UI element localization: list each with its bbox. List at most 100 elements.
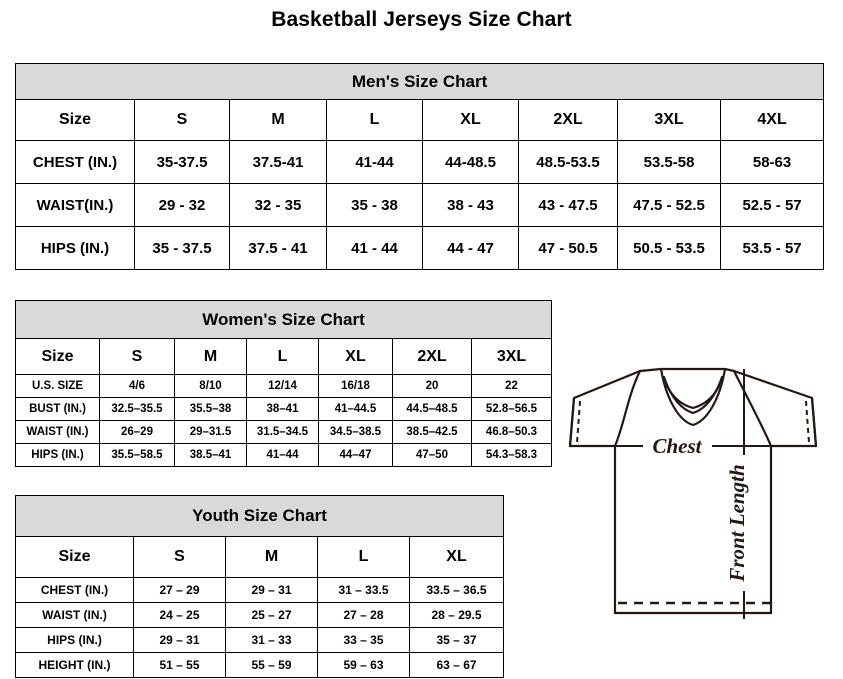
womens-waist-m: 29–31.5 bbox=[174, 420, 247, 444]
youth-row-label-waist: WAIST (IN.) bbox=[15, 602, 134, 628]
youth-waist-xl: 28 – 29.5 bbox=[408, 602, 505, 628]
womens-bust-l: 38–41 bbox=[246, 397, 319, 421]
table-row: WAIST(IN.) 29 - 32 32 - 35 35 - 38 38 - … bbox=[15, 183, 825, 227]
womens-row-label-us-size: U.S. SIZE bbox=[15, 374, 100, 398]
youth-waist-l: 27 – 28 bbox=[317, 602, 410, 628]
womens-us-size-2xl: 20 bbox=[392, 374, 472, 398]
table-row: CHEST (IN.) 35-37.5 37.5-41 41-44 44-48.… bbox=[15, 140, 825, 184]
mens-col-header-xl: XL bbox=[422, 99, 519, 141]
mens-row-label-chest: CHEST (IN.) bbox=[15, 140, 135, 184]
youth-waist-s: 24 – 25 bbox=[133, 602, 226, 628]
mens-col-header-3xl: 3XL bbox=[617, 99, 721, 141]
womens-col-header-s: S bbox=[99, 338, 175, 375]
mens-row-label-waist: WAIST(IN.) bbox=[15, 183, 135, 227]
youth-col-header-xl: XL bbox=[408, 536, 505, 578]
youth-hips-m: 31 – 33 bbox=[225, 627, 318, 653]
mens-chest-s: 35-37.5 bbox=[134, 140, 230, 184]
youth-height-xl: 63 – 67 bbox=[408, 652, 505, 678]
womens-hips-2xl: 47–50 bbox=[392, 443, 472, 467]
womens-row-label-bust: BUST (IN.) bbox=[15, 397, 100, 421]
table-row: BUST (IN.) 32.5–35.5 35.5–38 38–41 41–44… bbox=[15, 397, 553, 421]
womens-us-size-xl: 16/18 bbox=[318, 374, 393, 398]
mens-waist-2xl: 43 - 47.5 bbox=[518, 183, 618, 227]
womens-us-size-l: 12/14 bbox=[246, 374, 319, 398]
womens-us-size-m: 8/10 bbox=[174, 374, 247, 398]
mens-hips-s: 35 - 37.5 bbox=[134, 226, 230, 270]
mens-col-header-4xl: 4XL bbox=[719, 99, 825, 141]
mens-chest-3xl: 53.5-58 bbox=[617, 140, 721, 184]
front-length-label: Front Length bbox=[725, 464, 749, 582]
mens-hips-l: 41 - 44 bbox=[326, 226, 423, 270]
mens-col-header-s: S bbox=[134, 99, 230, 141]
chest-label: Chest bbox=[652, 434, 702, 458]
youth-col-header-size: Size bbox=[15, 536, 134, 578]
table-row: HEIGHT (IN.) 51 – 55 55 – 59 59 – 63 63 … bbox=[15, 652, 505, 678]
womens-row-label-hips: HIPS (IN.) bbox=[15, 443, 100, 467]
youth-hips-xl: 35 – 37 bbox=[408, 627, 505, 653]
womens-bust-xl: 41–44.5 bbox=[318, 397, 393, 421]
mens-row-label-hips: HIPS (IN.) bbox=[15, 226, 135, 270]
table-row: HIPS (IN.) 29 – 31 31 – 33 33 – 35 35 – … bbox=[15, 627, 505, 653]
mens-waist-l: 35 - 38 bbox=[326, 183, 423, 227]
womens-bust-2xl: 44.5–48.5 bbox=[392, 397, 472, 421]
sleeve-hem-dashed-lines bbox=[576, 400, 810, 444]
mens-waist-m: 32 - 35 bbox=[229, 183, 327, 227]
youth-chest-m: 29 – 31 bbox=[225, 577, 318, 603]
mens-chest-4xl: 58-63 bbox=[719, 140, 825, 184]
mens-waist-xl: 38 - 43 bbox=[422, 183, 519, 227]
youth-hips-l: 33 – 35 bbox=[317, 627, 410, 653]
womens-us-size-s: 4/6 bbox=[99, 374, 175, 398]
mens-size-chart-table: Men's Size Chart Size S M L XL 2XL 3XL 4… bbox=[14, 63, 825, 270]
womens-hips-xl: 44–47 bbox=[318, 443, 393, 467]
mens-col-header-size: Size bbox=[15, 99, 135, 141]
mens-col-header-l: L bbox=[326, 99, 423, 141]
youth-col-header-s: S bbox=[133, 536, 226, 578]
page-title: Basketball Jerseys Size Chart bbox=[271, 8, 572, 31]
womens-us-size-3xl: 22 bbox=[470, 374, 553, 398]
youth-height-m: 55 – 59 bbox=[225, 652, 318, 678]
womens-col-header-xl: XL bbox=[318, 338, 393, 375]
womens-header-row: Size S M L XL 2XL 3XL bbox=[15, 338, 553, 375]
youth-row-label-hips: HIPS (IN.) bbox=[15, 627, 134, 653]
mens-waist-3xl: 47.5 - 52.5 bbox=[617, 183, 721, 227]
youth-height-l: 59 – 63 bbox=[317, 652, 410, 678]
mens-waist-4xl: 52.5 - 57 bbox=[719, 183, 825, 227]
youth-row-label-height: HEIGHT (IN.) bbox=[15, 652, 134, 678]
youth-height-s: 51 – 55 bbox=[133, 652, 226, 678]
table-row: HIPS (IN.) 35.5–58.5 38.5–41 41–44 44–47… bbox=[15, 443, 553, 467]
youth-chest-xl: 33.5 – 36.5 bbox=[408, 577, 505, 603]
table-row: HIPS (IN.) 35 - 37.5 37.5 - 41 41 - 44 4… bbox=[15, 226, 825, 270]
womens-bust-s: 32.5–35.5 bbox=[99, 397, 175, 421]
table-row: CHEST (IN.) 27 – 29 29 – 31 31 – 33.5 33… bbox=[15, 577, 505, 603]
womens-waist-l: 31.5–34.5 bbox=[246, 420, 319, 444]
youth-table-banner: Youth Size Chart bbox=[14, 495, 505, 537]
mens-chest-m: 37.5-41 bbox=[229, 140, 327, 184]
womens-waist-xl: 34.5–38.5 bbox=[318, 420, 393, 444]
mens-col-header-2xl: 2XL bbox=[518, 99, 618, 141]
mens-hips-4xl: 53.5 - 57 bbox=[719, 226, 825, 270]
mens-col-header-m: M bbox=[229, 99, 327, 141]
mens-hips-3xl: 50.5 - 53.5 bbox=[617, 226, 721, 270]
womens-hips-m: 38.5–41 bbox=[174, 443, 247, 467]
youth-chest-l: 31 – 33.5 bbox=[317, 577, 410, 603]
youth-waist-m: 25 – 27 bbox=[225, 602, 318, 628]
youth-size-chart-table: Youth Size Chart Size S M L XL CHEST (IN… bbox=[14, 495, 505, 678]
womens-bust-3xl: 52.8–56.5 bbox=[470, 397, 553, 421]
table-row: WAIST (IN.) 26–29 29–31.5 31.5–34.5 34.5… bbox=[15, 420, 553, 444]
womens-col-header-m: M bbox=[174, 338, 247, 375]
womens-hips-3xl: 54.3–58.3 bbox=[470, 443, 553, 467]
womens-hips-s: 35.5–58.5 bbox=[99, 443, 175, 467]
mens-table-banner: Men's Size Chart bbox=[14, 63, 825, 100]
youth-chest-s: 27 – 29 bbox=[133, 577, 226, 603]
womens-table-banner: Women's Size Chart bbox=[14, 300, 553, 339]
youth-row-label-chest: CHEST (IN.) bbox=[15, 577, 134, 603]
mens-hips-m: 37.5 - 41 bbox=[229, 226, 327, 270]
womens-size-chart-table: Women's Size Chart Size S M L XL 2XL 3XL… bbox=[14, 300, 553, 467]
youth-hips-s: 29 – 31 bbox=[133, 627, 226, 653]
mens-hips-2xl: 47 - 50.5 bbox=[518, 226, 618, 270]
womens-col-header-l: L bbox=[246, 338, 319, 375]
table-row: U.S. SIZE 4/6 8/10 12/14 16/18 20 22 bbox=[15, 374, 553, 398]
jersey-outline-icon bbox=[568, 367, 818, 615]
table-row: WAIST (IN.) 24 – 25 25 – 27 27 – 28 28 –… bbox=[15, 602, 505, 628]
womens-col-header-size: Size bbox=[15, 338, 100, 375]
